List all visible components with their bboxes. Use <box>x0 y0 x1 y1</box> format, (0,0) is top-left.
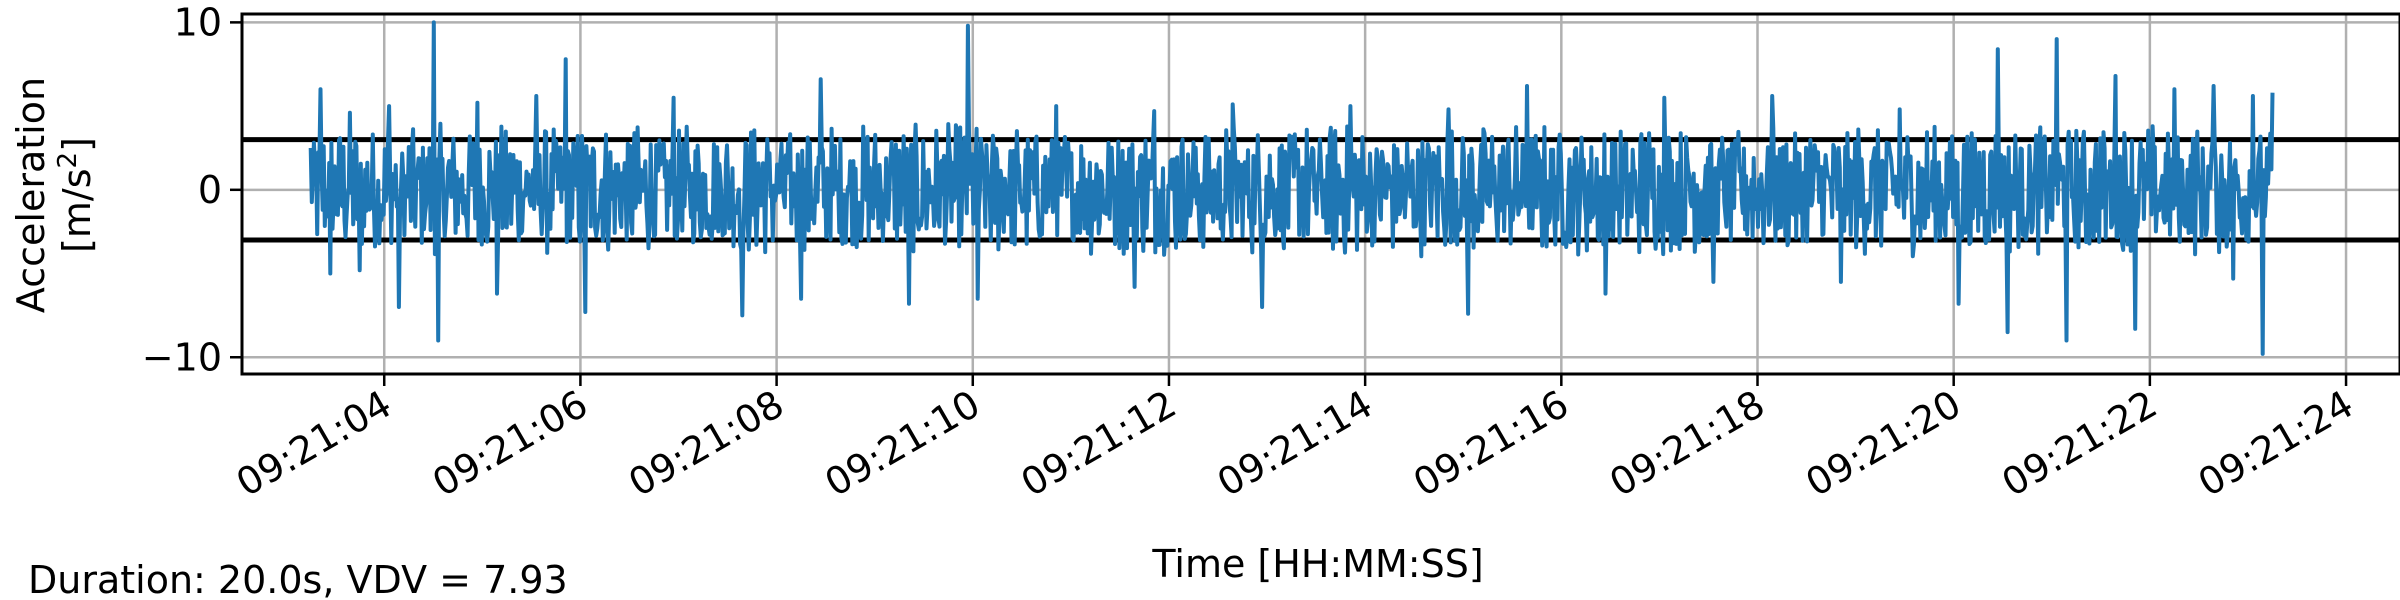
x-tick-label: 09:21:18 <box>1602 382 1772 505</box>
y-axis-label-line1: Acceleration <box>9 77 53 313</box>
y-axis: 10 0 −10 <box>142 0 242 379</box>
y-axis-label-line2: [m/s2] <box>53 137 99 253</box>
x-tick-label: 09:21:06 <box>425 382 595 505</box>
x-tick-label: 09:21:08 <box>621 382 791 505</box>
y-tick-label: 10 <box>174 0 222 44</box>
x-tick-label: 09:21:10 <box>817 382 987 505</box>
x-tick-label: 09:21:14 <box>1210 382 1380 505</box>
x-tick-label: 09:21:04 <box>229 382 399 505</box>
x-tick-label: 09:21:12 <box>1014 382 1184 505</box>
data-series <box>308 20 2275 356</box>
x-axis-label: Time [HH:MM:SS] <box>1151 542 1483 586</box>
y-tick-label: 0 <box>198 168 222 212</box>
x-axis: 09:21:04 09:21:06 09:21:08 09:21:10 09:21:12… <box>229 374 2361 505</box>
x-tick-label: 09:21:24 <box>2191 382 2361 505</box>
series-line <box>308 20 2275 356</box>
x-tick-label: 09:21:22 <box>1995 382 2165 505</box>
x-tick-label: 09:21:20 <box>1798 382 1968 505</box>
y-tick-label: −10 <box>142 335 222 379</box>
footer-text: Duration: 20.0s, VDV = 7.93 <box>28 558 568 600</box>
plot-frame <box>240 12 2400 376</box>
x-tick-label: 09:21:16 <box>1406 382 1576 505</box>
